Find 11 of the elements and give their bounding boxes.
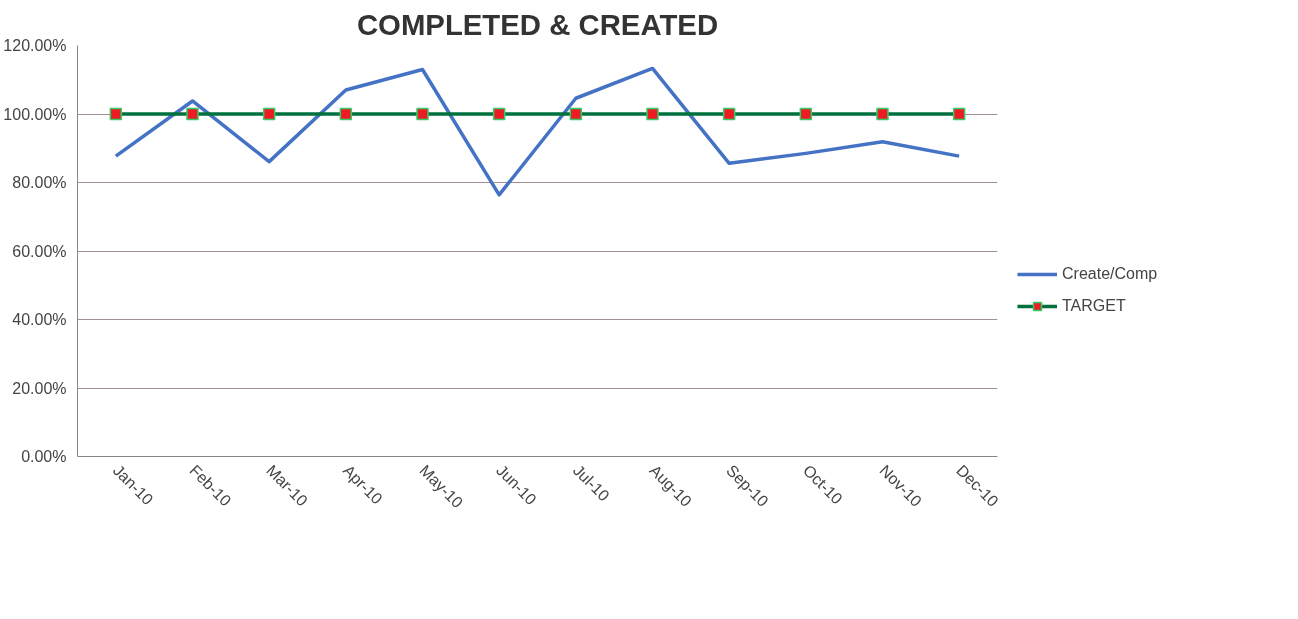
y-tick-label: 80.00% <box>12 174 67 191</box>
y-tick-label: 60.00% <box>12 242 67 260</box>
y-tick-label: 100.00% <box>3 105 67 123</box>
y-tick-label: 40.00% <box>12 311 67 328</box>
y-tick-label: 0.00% <box>21 448 67 465</box>
legend-label: TARGET <box>1062 297 1126 315</box>
chart-title: COMPLETED & CREATED <box>356 7 719 41</box>
y-tick-label: 120.00% <box>3 37 67 54</box>
y-tick-label: 20.00% <box>12 379 67 397</box>
legend-label: Create/Comp <box>1062 265 1158 283</box>
line-series <box>114 66 961 197</box>
